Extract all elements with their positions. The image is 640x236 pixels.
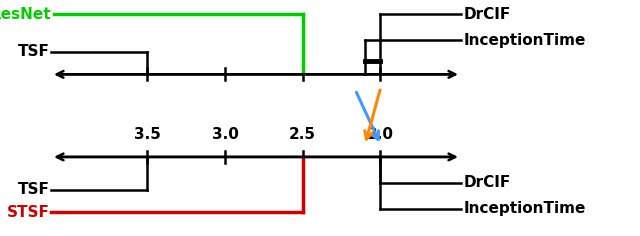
Text: 2.5: 2.5 bbox=[289, 126, 316, 142]
Text: InceptionTime: InceptionTime bbox=[464, 33, 586, 48]
Text: DrCIF: DrCIF bbox=[464, 7, 511, 22]
Text: DrCIF: DrCIF bbox=[464, 175, 511, 190]
Text: STSF: STSF bbox=[6, 205, 49, 220]
Text: 2.0: 2.0 bbox=[367, 126, 394, 142]
Text: TSF: TSF bbox=[17, 44, 49, 59]
Text: InceptionTime: InceptionTime bbox=[464, 201, 586, 216]
Text: 3.0: 3.0 bbox=[212, 126, 239, 142]
Text: TSF: TSF bbox=[17, 182, 49, 198]
Text: 3.5: 3.5 bbox=[134, 126, 161, 142]
Text: ResNet: ResNet bbox=[0, 7, 51, 22]
